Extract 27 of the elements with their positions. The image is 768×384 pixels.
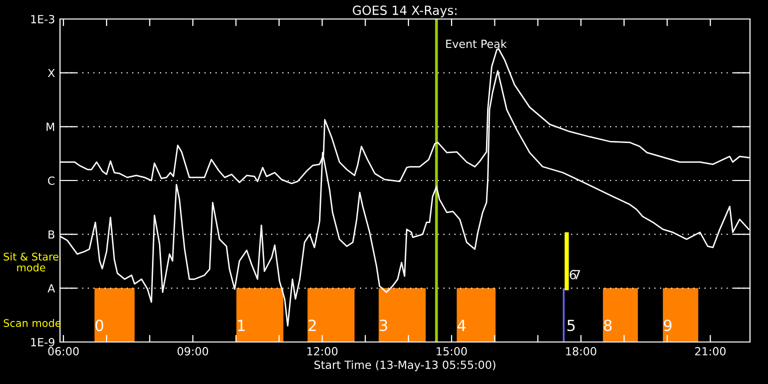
band-label: 4 (457, 320, 466, 331)
x-tick-label: 18:00 (566, 347, 596, 356)
annotation: 6 (570, 270, 576, 280)
x-tick-label: 12:00 (307, 347, 338, 356)
x-tick-label: 09:00 (178, 347, 208, 356)
y-tick-label: 1E-9 (31, 338, 54, 346)
text: Sit & Stare mode (4, 252, 58, 272)
y-tick-label: X (48, 68, 55, 78)
x-axis-title: Start Time (13-May-13 05:55:00) (314, 360, 496, 372)
y-tick-label: C (48, 176, 55, 185)
band-label: 2 (308, 320, 316, 331)
band-label: 5 (567, 320, 575, 332)
y-tick-label: B (48, 230, 54, 239)
x-tick-label: 06:00 (48, 347, 79, 356)
band-label: 1 (238, 320, 245, 331)
y-tick-label: A (48, 284, 56, 292)
band-label: 3 (380, 320, 388, 332)
ref-line-label: Event Peak (446, 39, 507, 48)
band-label: 9 (664, 320, 672, 332)
band-label: 0 (96, 320, 104, 332)
band-label: 8 (604, 320, 612, 332)
chart-title: GOES 14 X-Rays: (352, 6, 456, 18)
y-tick-label: M (46, 122, 54, 131)
annotation: 7 (574, 270, 580, 280)
y-tick-label: 1E-3 (31, 14, 54, 24)
x-tick-label: 21:00 (695, 347, 726, 356)
x-tick-label: 15:00 (436, 347, 467, 356)
